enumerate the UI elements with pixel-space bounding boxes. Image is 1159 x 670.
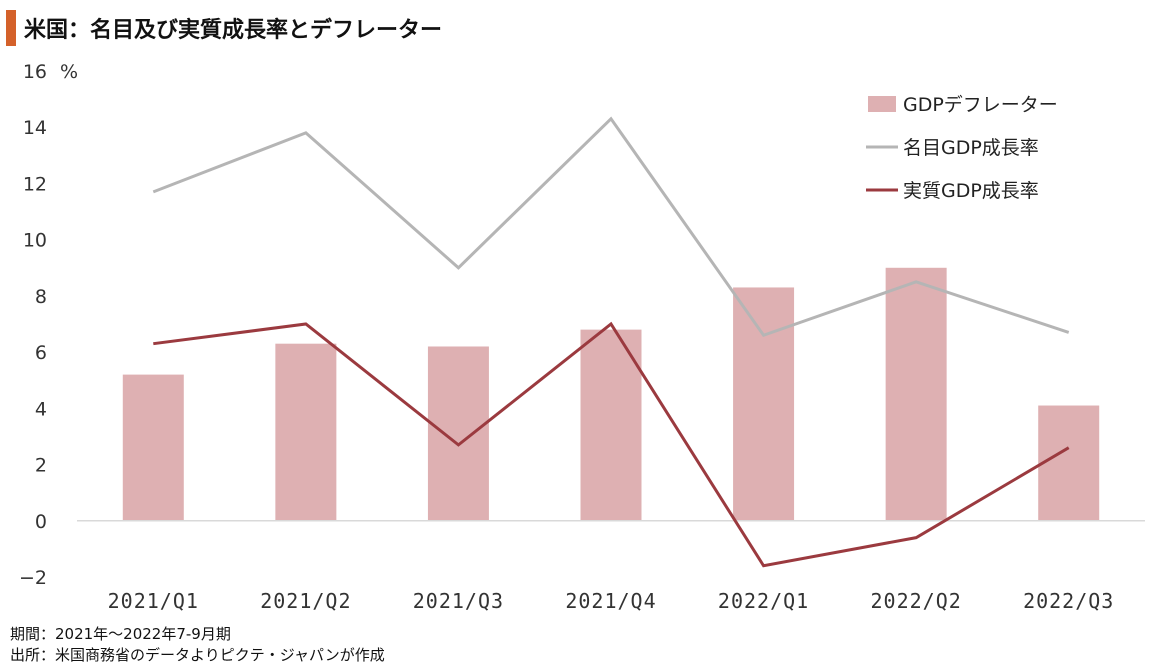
x-tick-label: 2022/Q2 — [870, 589, 961, 613]
y-tick-label: 0 — [35, 511, 47, 533]
y-tick-label: 12 — [23, 173, 47, 195]
legend-swatch — [868, 96, 896, 112]
y-tick-label: 16 — [23, 61, 47, 83]
bar-gdp-deflator — [275, 343, 337, 521]
notes: 期間：2021年～2022年7-9月期 出所：米国商務省のデータよりピクテ・ジャ… — [10, 624, 385, 666]
title-accent-bar — [6, 10, 16, 46]
bar-gdp-deflator — [427, 346, 489, 521]
y-tick-label: −2 — [19, 567, 47, 589]
period-note: 期間：2021年～2022年7-9月期 — [10, 625, 231, 643]
y-axis-ticks: 16 14 12 10 8 6 4 2 0 −2 — [19, 61, 47, 589]
y-axis-unit: % — [60, 61, 78, 83]
y-tick-label: 10 — [23, 230, 47, 252]
legend-item-nominal-gdp-growth: 名目GDP成長率 — [903, 137, 1039, 159]
legend-item-real-gdp-growth: 実質GDP成長率 — [903, 180, 1039, 202]
y-tick-label: 8 — [35, 286, 47, 308]
bar-gdp-deflator — [885, 267, 947, 521]
x-tick-label: 2021/Q2 — [260, 589, 351, 613]
lines — [152, 116, 1070, 568]
x-tick-label: 2021/Q1 — [108, 589, 199, 613]
bar-gdp-deflator — [733, 287, 795, 521]
x-tick-label: 2021/Q4 — [565, 589, 656, 613]
y-tick-label: 4 — [35, 398, 47, 420]
bars — [122, 267, 1100, 521]
chart-title: 米国：名目及び実質成長率とデフレーター — [24, 18, 443, 43]
y-tick-label: 2 — [35, 455, 47, 477]
x-axis-ticks: 2021/Q1 2021/Q2 2021/Q3 2021/Q4 2022/Q1 2022/… — [108, 589, 1114, 613]
y-tick-label: 14 — [23, 117, 47, 139]
bar-gdp-deflator — [122, 374, 184, 521]
line-real-gdp-growth — [153, 321, 1070, 568]
title-bar: 米国：名目及び実質成長率とデフレーター — [6, 10, 442, 46]
x-tick-label: 2022/Q3 — [1023, 589, 1114, 613]
x-tick-label: 2022/Q1 — [718, 589, 809, 613]
x-tick-label: 2021/Q3 — [413, 589, 504, 613]
source-note: 出所：米国商務省のデータよりピクテ・ジャパンが作成 — [10, 646, 385, 664]
legend-item-gdp-deflator: GDPデフレーター — [903, 94, 1058, 116]
bar-gdp-deflator — [1038, 405, 1100, 521]
bar-gdp-deflator — [580, 329, 642, 521]
line-nominal-gdp-growth — [152, 116, 1070, 338]
y-tick-label: 6 — [35, 342, 47, 364]
